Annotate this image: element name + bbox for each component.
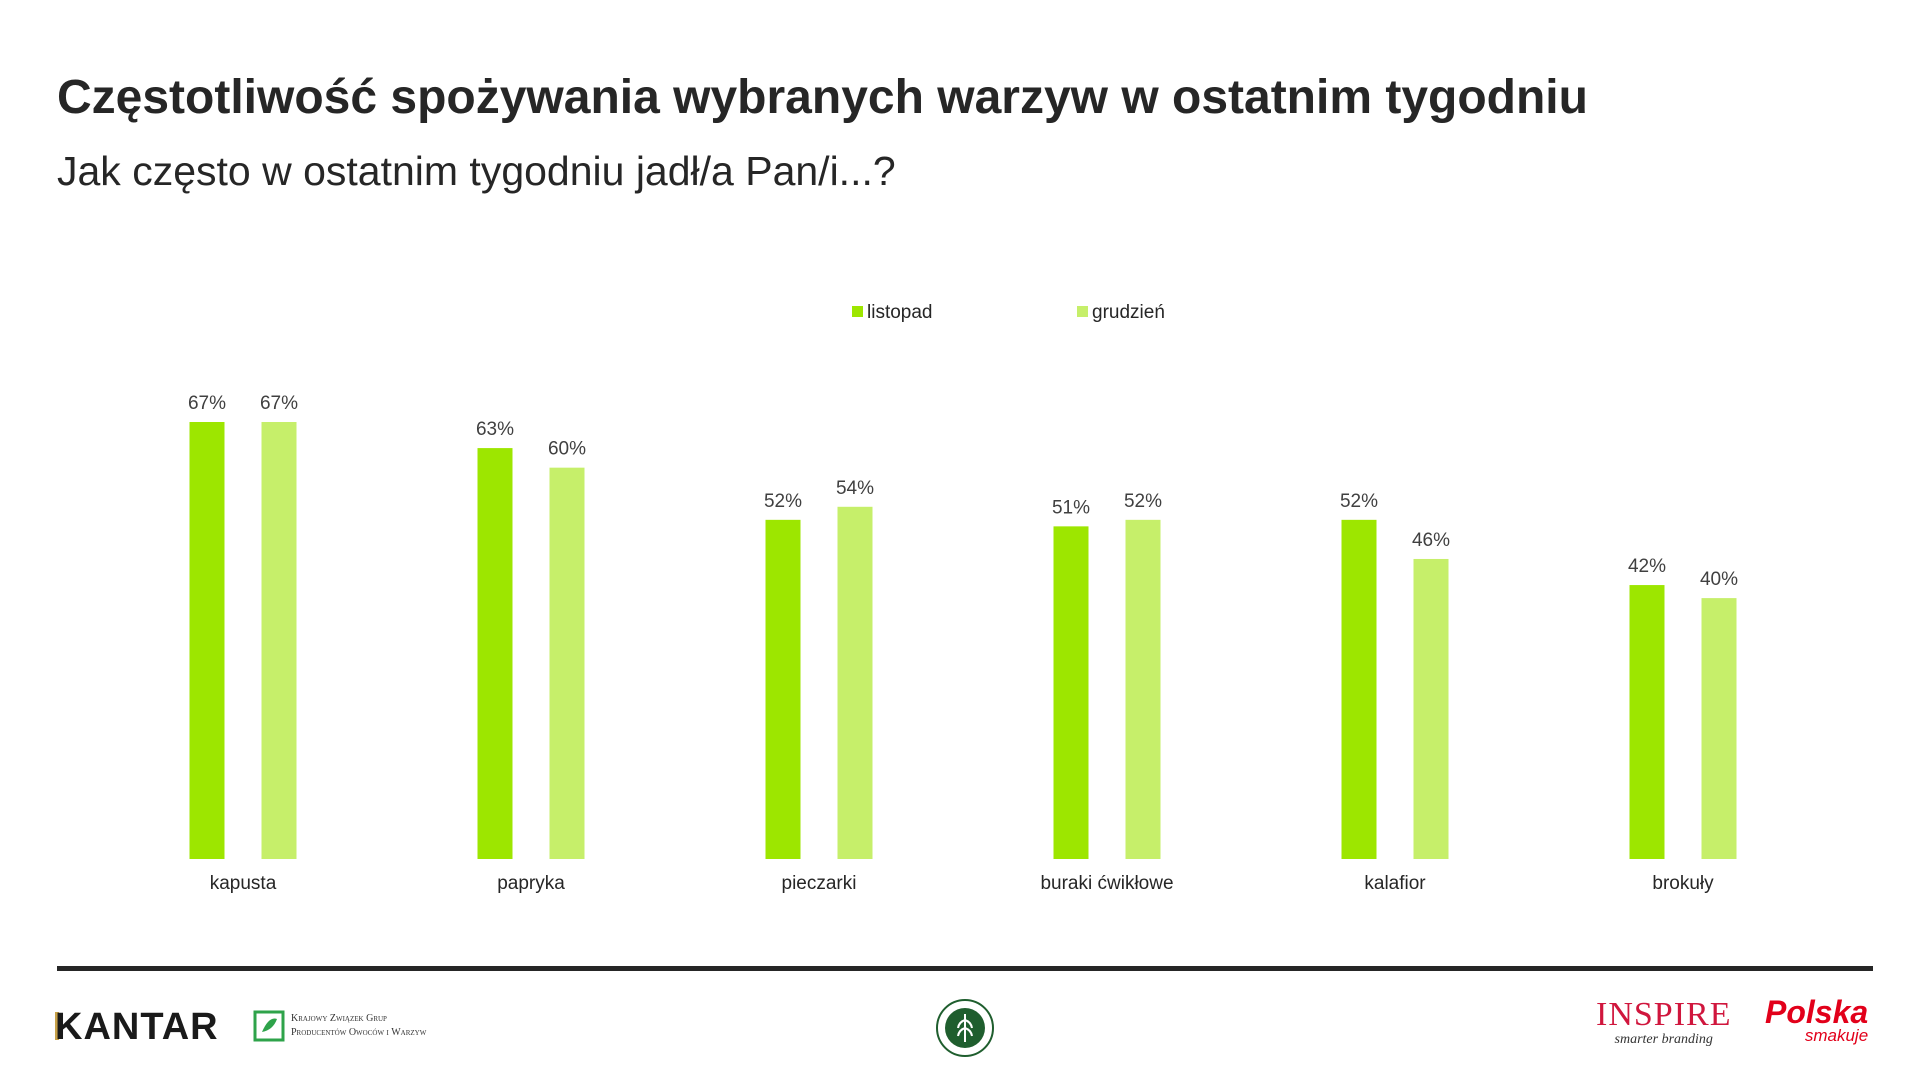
bar-0-4 — [1341, 519, 1377, 859]
kzgp-line2: Producentów Owoców i Warzyw — [291, 1027, 427, 1038]
kzgp-line1: Krajowy Związek Grup — [291, 1013, 387, 1024]
bar-1-5 — [1701, 598, 1737, 859]
data-label-1-3: 52% — [1124, 491, 1162, 512]
chart-title: Częstotliwość spożywania wybranych warzy… — [57, 71, 1588, 124]
inspire-logo: INSPIRE smarter branding — [1596, 998, 1731, 1048]
category-label-0: kapusta — [210, 873, 277, 894]
data-label-0-0: 67% — [188, 393, 226, 414]
legend-swatch-0 — [852, 306, 863, 317]
inspire-wordmark: INSPIRE — [1596, 996, 1732, 1033]
data-label-1-4: 46% — [1412, 530, 1450, 551]
chart-subtitle: Jak często w ostatnim tygodniu jadł/a Pa… — [57, 148, 896, 194]
category-label-3: buraki ćwikłowe — [1040, 873, 1173, 894]
bar-1-2 — [837, 506, 873, 859]
data-label-1-2: 54% — [836, 478, 874, 499]
data-label-1-0: 67% — [260, 393, 298, 414]
polska-smakuje-logo: Polska smakuje — [1765, 995, 1868, 1045]
kzgp-logo: Krajowy Związek Grup Producentów Owoców … — [253, 1010, 426, 1042]
ministry-seal-icon — [936, 999, 994, 1057]
bar-1-4 — [1413, 558, 1449, 859]
bar-1-0 — [261, 422, 297, 859]
data-label-0-2: 52% — [764, 491, 802, 512]
polska-wordmark: Polska — [1765, 994, 1869, 1030]
kantar-logo: KANTAR — [55, 1006, 219, 1048]
legend-swatch-1 — [1077, 306, 1088, 317]
legend-label-1: grudzień — [1092, 302, 1165, 323]
legend-label-0: listopad — [867, 302, 933, 323]
bar-0-3 — [1053, 526, 1089, 859]
inspire-tagline: smarter branding — [1614, 1032, 1713, 1047]
footer-divider — [57, 966, 1873, 971]
kantar-logo-accent — [55, 1012, 59, 1040]
data-label-0-1: 63% — [476, 419, 514, 440]
kzgp-leaf-icon — [253, 1010, 285, 1042]
bar-0-0 — [189, 422, 225, 859]
bar-0-2 — [765, 519, 801, 859]
data-label-1-5: 40% — [1700, 569, 1738, 590]
category-label-1: papryka — [497, 873, 565, 894]
data-label-0-3: 51% — [1052, 497, 1090, 518]
data-label-1-1: 60% — [548, 439, 586, 460]
bar-chart: listopad grudzień 67% 67% kapusta 63% 60% papry… — [188, 302, 1738, 894]
category-label-2: pieczarki — [782, 873, 857, 894]
bar-0-5 — [1629, 585, 1665, 859]
data-label-0-5: 42% — [1628, 556, 1666, 577]
polska-sub: smakuje — [1804, 1026, 1869, 1045]
category-label-5: brokuły — [1652, 873, 1714, 894]
bar-0-1 — [477, 448, 513, 859]
bar-1-3 — [1125, 519, 1161, 859]
category-label-4: kalafior — [1364, 873, 1426, 894]
data-label-0-4: 52% — [1340, 491, 1378, 512]
bar-1-1 — [549, 467, 585, 859]
